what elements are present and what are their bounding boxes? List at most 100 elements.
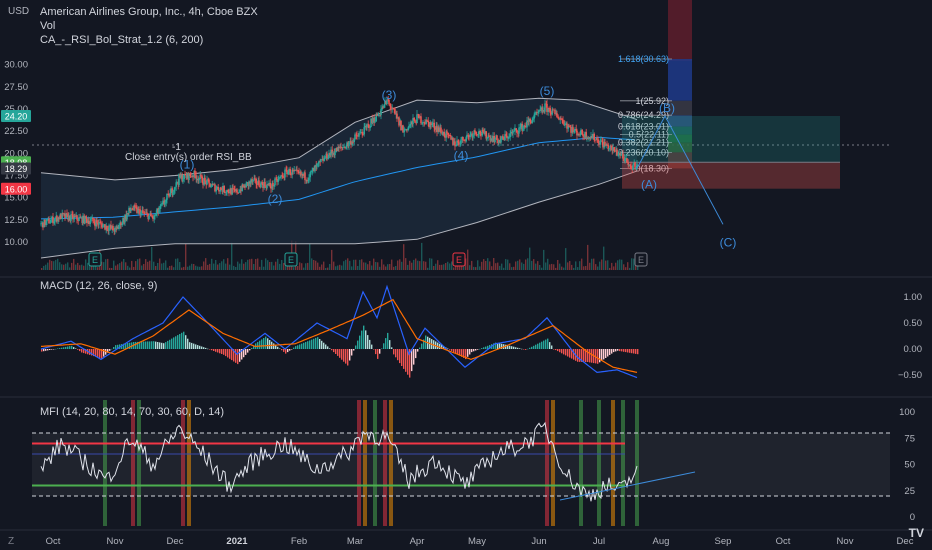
candle-body [449,135,451,137]
candle-body [636,163,638,168]
candle-body [152,216,154,220]
candle-body [326,153,328,159]
volume-bar [509,263,511,270]
elliott-wave-projection-line[interactable] [636,114,724,225]
price-axis[interactable]: 30.00 27.50 25.00 22.50 20.00 17.50 15.00 12.50… [4,60,28,248]
time-axis[interactable]: Oct Nov Dec 2021 Feb Mar Apr May Jun Jul Aug Sep Oct… [46,536,914,547]
candle-body [355,134,357,136]
macd-histogram-bar [221,349,223,354]
candle-body [516,130,518,133]
mfi-signal-columns [103,400,639,526]
volume-bar [45,264,47,270]
trend-line[interactable] [559,471,696,501]
candle-body [184,174,186,176]
candle-body [494,139,496,142]
candle-body [94,222,96,227]
candle-body [262,183,264,188]
macd-axis[interactable]: 1.00 0.50 0.00 −0.50 [898,292,922,381]
volume-bar [623,264,625,270]
earnings-marker[interactable]: E [284,252,298,267]
volume-bar [469,265,471,270]
candle-body [164,202,166,205]
volume-bar [207,264,209,270]
earnings-marker[interactable]: E [88,252,102,267]
macd-histogram-bar [555,349,557,351]
volume-bar [129,267,131,270]
macd-histogram-bar [589,349,591,363]
candle-body [626,158,628,163]
time-tick: Jun [531,536,546,547]
candle-body [85,216,87,219]
macd-histogram-bar [499,343,501,349]
macd-legend[interactable]: MACD (12, 26, close, 9) [40,280,158,292]
candle-body [584,132,586,138]
symbol-title[interactable]: American Airlines Group, Inc., 4h, Cboe … [40,6,258,18]
candle-body [493,136,495,142]
volume-legend[interactable]: Vol [40,20,56,32]
candle-body [360,132,362,133]
macd-histogram-bar [477,349,479,350]
earnings-marker[interactable]: E [634,252,648,267]
candle-body [220,187,222,190]
candle-body [607,145,609,150]
volume-bar [467,249,469,270]
fibonacci-retracement-tool[interactable]: 1.618(30.63) 1(25.92) 0.786(24.29) 0.618(23… [618,0,692,173]
candle-body [317,163,319,165]
scale-mode-button[interactable]: Z [8,536,14,547]
earnings-marker[interactable]: E [452,252,466,267]
macd-histogram-bar [459,349,461,356]
macd-histogram-bar [351,349,353,356]
macd-histogram-bar [295,346,297,349]
volume-bar [627,262,629,270]
candle-body [250,179,252,184]
macd-histogram-bar [557,349,559,352]
candle-body [423,122,425,124]
candle-body [133,205,135,210]
mfi-pane[interactable] [32,400,890,526]
volume-bar [103,262,105,270]
macd-histogram-bar [413,349,415,365]
candle-body [95,220,97,227]
fib-zone [668,152,692,169]
candle-body [455,145,457,147]
macd-histogram-bar [405,349,407,372]
candle-body [500,138,502,143]
mfi-legend[interactable]: MFI (14, 20, 80, 14, 70, 30, 60, D, 14) [40,406,225,418]
candle-body [292,169,294,172]
candle-body [479,131,481,135]
mfi-axis[interactable]: 100 75 50 25 0 [899,407,915,523]
macd-pane[interactable] [40,284,639,379]
volume-bar [385,266,387,270]
macd-histogram-bar [505,344,507,349]
volume-bar [169,266,171,270]
macd-histogram-bar [215,349,217,352]
candle-body [487,135,489,138]
macd-histogram-bar [139,341,141,349]
candle-body [442,131,444,135]
volume-bar [437,260,439,270]
candle-body [324,157,326,159]
strategy-legend[interactable]: CA_-_RSI_Bol_Strat_1.2 (6, 200) [40,34,204,46]
candle-body [433,122,435,129]
candle-body [431,124,433,125]
candle-body [473,130,475,135]
volume-bar [425,261,427,270]
candle-body [627,162,629,166]
order-note: Close entry(s) order RSI_BB [125,152,252,163]
time-tick: Dec [897,536,914,547]
candle-body [580,129,582,135]
macd-histogram-bar [187,338,189,349]
volume-bar [379,266,381,270]
long-position-tool[interactable] [622,116,840,189]
macd-histogram-bar [485,346,487,349]
macd-histogram-bar [369,339,371,349]
macd-histogram-bar [613,349,615,353]
price-pane[interactable]: 1.618(30.63) 1(25.92) 0.786(24.29) 0.618(23… [32,0,890,270]
candle-body [370,118,372,128]
candle-body [260,182,262,188]
macd-histogram-bar [237,349,239,365]
volume-bar [253,264,255,270]
candle-body [514,128,516,131]
